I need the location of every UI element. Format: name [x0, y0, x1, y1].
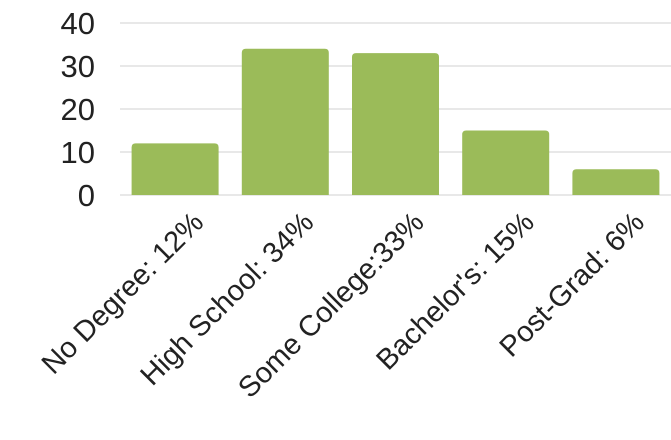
y-tick-label: 40	[61, 6, 95, 41]
y-axis-ticks: 0 10 20 30 40	[61, 6, 95, 213]
bar	[352, 53, 439, 195]
x-axis-category-labels: No Degree: 12%High School: 34%Some Colle…	[36, 206, 651, 404]
y-tick-label: 30	[61, 49, 95, 84]
bar	[572, 169, 660, 195]
y-tick-label: 0	[78, 178, 95, 213]
bar	[131, 143, 219, 195]
y-tick-label: 10	[61, 135, 95, 170]
bar	[241, 48, 329, 195]
bars	[131, 48, 660, 195]
x-category-label: Some College:33%	[232, 206, 430, 404]
bar	[462, 130, 550, 195]
y-tick-label: 20	[61, 92, 95, 127]
